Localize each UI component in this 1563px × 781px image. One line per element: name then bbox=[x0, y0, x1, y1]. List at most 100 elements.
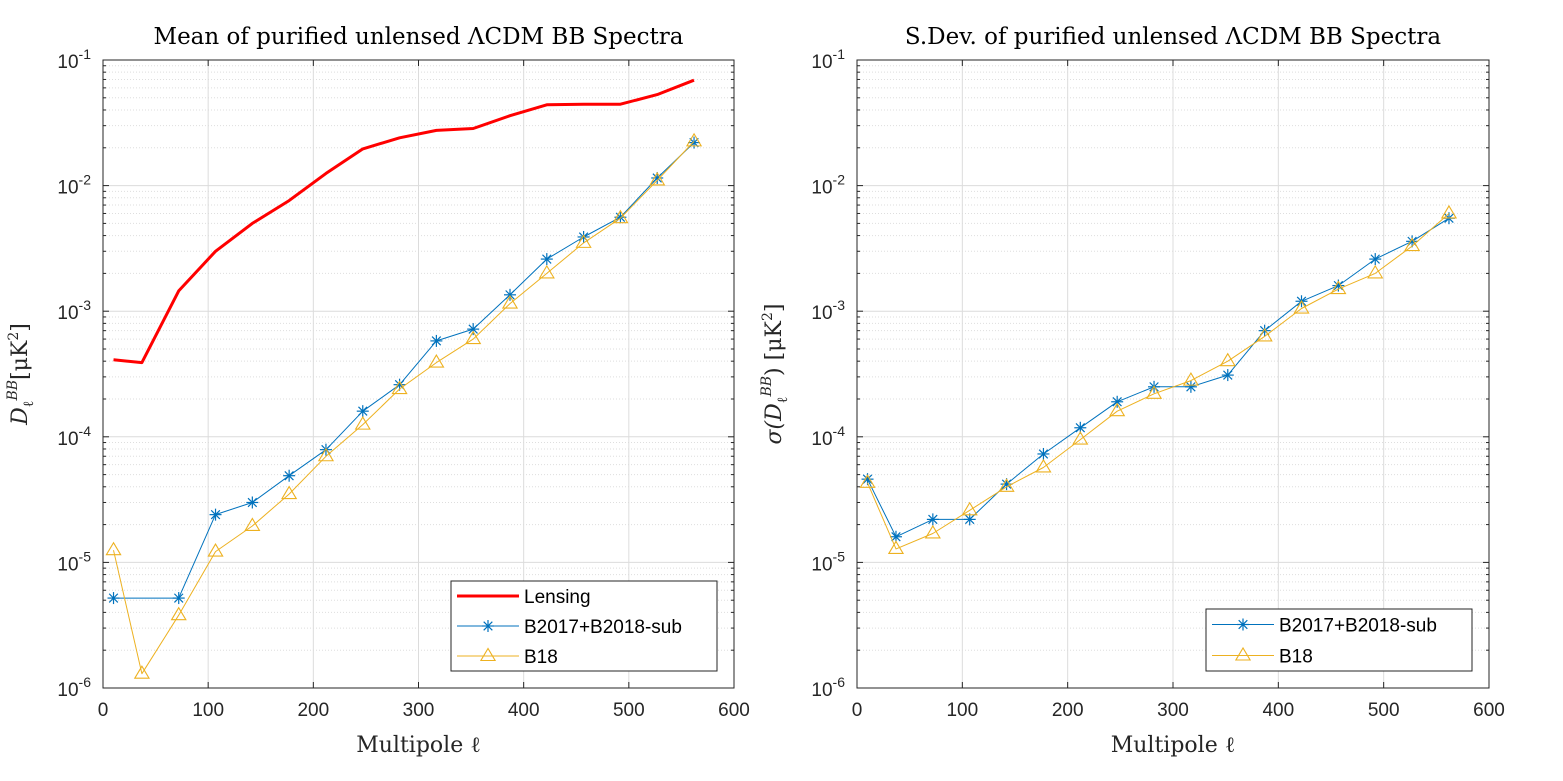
left-legend: Lensing B2017+B2018-sub B18 bbox=[450, 580, 718, 672]
left-chart-panel: 0 100 200 300 400 500 600 10-6 10-5 10-4 10-3 10-2 1… bbox=[5, 24, 750, 758]
right-data-point bbox=[1330, 280, 1347, 295]
right-data-point bbox=[1111, 395, 1124, 408]
right-series-line-0 bbox=[867, 217, 1450, 538]
right-data-point bbox=[1035, 458, 1052, 473]
left-x-axis-label: Multipole ℓ bbox=[356, 733, 481, 758]
x-tick-label: 100 bbox=[946, 700, 978, 721]
left-data-point bbox=[575, 234, 592, 248]
right-data-point bbox=[1256, 327, 1273, 342]
right-chart-panel: 0 100 200 300 400 500 600 10-6 10-5 10-4 10-3 10-2 1… bbox=[759, 24, 1505, 758]
right-series-line-1 bbox=[867, 213, 1450, 550]
y-tick-label: 10-2 bbox=[57, 172, 91, 199]
right-data-point bbox=[1145, 385, 1163, 399]
legend-label: B2017+B2018-sub bbox=[524, 617, 682, 638]
right-series bbox=[859, 204, 1458, 554]
right-data-point bbox=[924, 524, 941, 539]
left-data-point bbox=[649, 171, 666, 186]
x-tick-label: 0 bbox=[98, 700, 109, 721]
left-data-point bbox=[207, 542, 224, 557]
left-data-point bbox=[465, 330, 482, 345]
right-data-point bbox=[963, 513, 976, 526]
right-data-point bbox=[998, 478, 1015, 492]
right-data-point bbox=[1404, 237, 1421, 252]
right-data-point bbox=[1219, 352, 1236, 367]
right-data-point bbox=[887, 540, 905, 554]
left-series-line-2 bbox=[113, 141, 695, 675]
left-data-point bbox=[246, 496, 259, 509]
right-data-point bbox=[1109, 402, 1126, 417]
y-tick-label: 10-1 bbox=[811, 46, 845, 73]
left-data-point bbox=[172, 592, 185, 605]
y-tick-label: 10-4 bbox=[57, 423, 91, 450]
x-tick-label: 200 bbox=[1052, 700, 1084, 721]
y-tick-label: 10-6 bbox=[811, 674, 845, 701]
x-tick-label: 300 bbox=[403, 700, 435, 721]
left-data-point bbox=[170, 606, 187, 621]
left-data-point bbox=[540, 253, 553, 266]
right-data-point bbox=[1367, 264, 1384, 279]
left-data-point bbox=[503, 288, 516, 301]
right-data-point bbox=[859, 474, 876, 488]
y-tick-label: 10-3 bbox=[57, 297, 91, 324]
y-tick-label: 10-3 bbox=[811, 297, 845, 324]
left-data-point bbox=[430, 334, 443, 347]
y-tick-label: 10-5 bbox=[57, 548, 91, 575]
legend-label: B18 bbox=[1279, 647, 1313, 668]
left-y-axis-label: DℓBB[μK2] bbox=[5, 323, 37, 426]
left-data-point bbox=[688, 136, 701, 149]
left-data-point bbox=[467, 323, 480, 336]
right-data-point bbox=[961, 501, 978, 516]
right-legend: B2017+B2018-sub B18 bbox=[1205, 608, 1473, 672]
right-data-point bbox=[1293, 299, 1310, 314]
right-chart-title: S.Dev. of purified unlensed ΛCDM BB Spec… bbox=[905, 24, 1441, 50]
right-data-point bbox=[1037, 447, 1050, 460]
right-y-axis-label: σ(DℓBB) [μK2] bbox=[759, 304, 791, 445]
left-data-point bbox=[354, 416, 371, 430]
legend-marker bbox=[482, 620, 494, 632]
legend-label: B18 bbox=[524, 647, 558, 668]
left-data-point bbox=[105, 541, 122, 556]
left-data-point bbox=[281, 485, 298, 500]
y-tick-label: 10-6 bbox=[57, 674, 91, 701]
left-data-point bbox=[538, 264, 555, 279]
left-data-point bbox=[612, 209, 629, 224]
left-chart-title: Mean of purified unlensed ΛCDM BB Spectr… bbox=[154, 24, 684, 50]
y-tick-label: 10-2 bbox=[811, 172, 845, 199]
left-data-point bbox=[356, 405, 369, 418]
right-ticks: 0 100 200 300 400 500 600 10-6 10-5 10-4 10-3 10-2 1… bbox=[811, 46, 1504, 721]
right-data-point bbox=[1369, 253, 1382, 266]
legend-label: Lensing bbox=[524, 587, 591, 608]
right-data-point bbox=[1440, 204, 1458, 219]
left-data-point bbox=[501, 294, 519, 309]
x-tick-label: 400 bbox=[508, 700, 540, 721]
left-data-point bbox=[391, 380, 408, 395]
right-data-point bbox=[1072, 431, 1089, 445]
left-data-point bbox=[685, 132, 703, 147]
right-data-point bbox=[1184, 380, 1197, 393]
legend-marker bbox=[1237, 618, 1249, 631]
right-data-point bbox=[926, 513, 939, 526]
right-grid bbox=[856, 59, 1490, 689]
legend-marker bbox=[1234, 646, 1252, 661]
left-data-point bbox=[317, 447, 335, 462]
left-data-point bbox=[577, 230, 590, 243]
y-tick-label: 10-5 bbox=[811, 548, 845, 575]
left-data-point bbox=[244, 517, 261, 532]
x-tick-label: 500 bbox=[1368, 700, 1400, 721]
x-tick-label: 0 bbox=[852, 700, 863, 721]
x-tick-label: 300 bbox=[1157, 700, 1189, 721]
x-tick-label: 500 bbox=[613, 700, 645, 721]
right-data-point bbox=[1221, 369, 1234, 382]
right-data-point bbox=[1182, 372, 1199, 386]
left-series bbox=[105, 78, 703, 679]
left-ticks: 0 100 200 300 400 500 600 10-6 10-5 10-4 10-3 10-2 1… bbox=[57, 46, 749, 721]
x-tick-label: 600 bbox=[718, 700, 750, 721]
legend-label: B2017+B2018-sub bbox=[1279, 616, 1437, 637]
left-series-line-1 bbox=[113, 142, 695, 599]
left-data-point bbox=[428, 353, 445, 368]
left-data-point bbox=[209, 508, 222, 521]
x-tick-label: 200 bbox=[297, 700, 329, 721]
x-tick-label: 600 bbox=[1473, 700, 1505, 721]
y-tick-label: 10-1 bbox=[57, 46, 91, 73]
